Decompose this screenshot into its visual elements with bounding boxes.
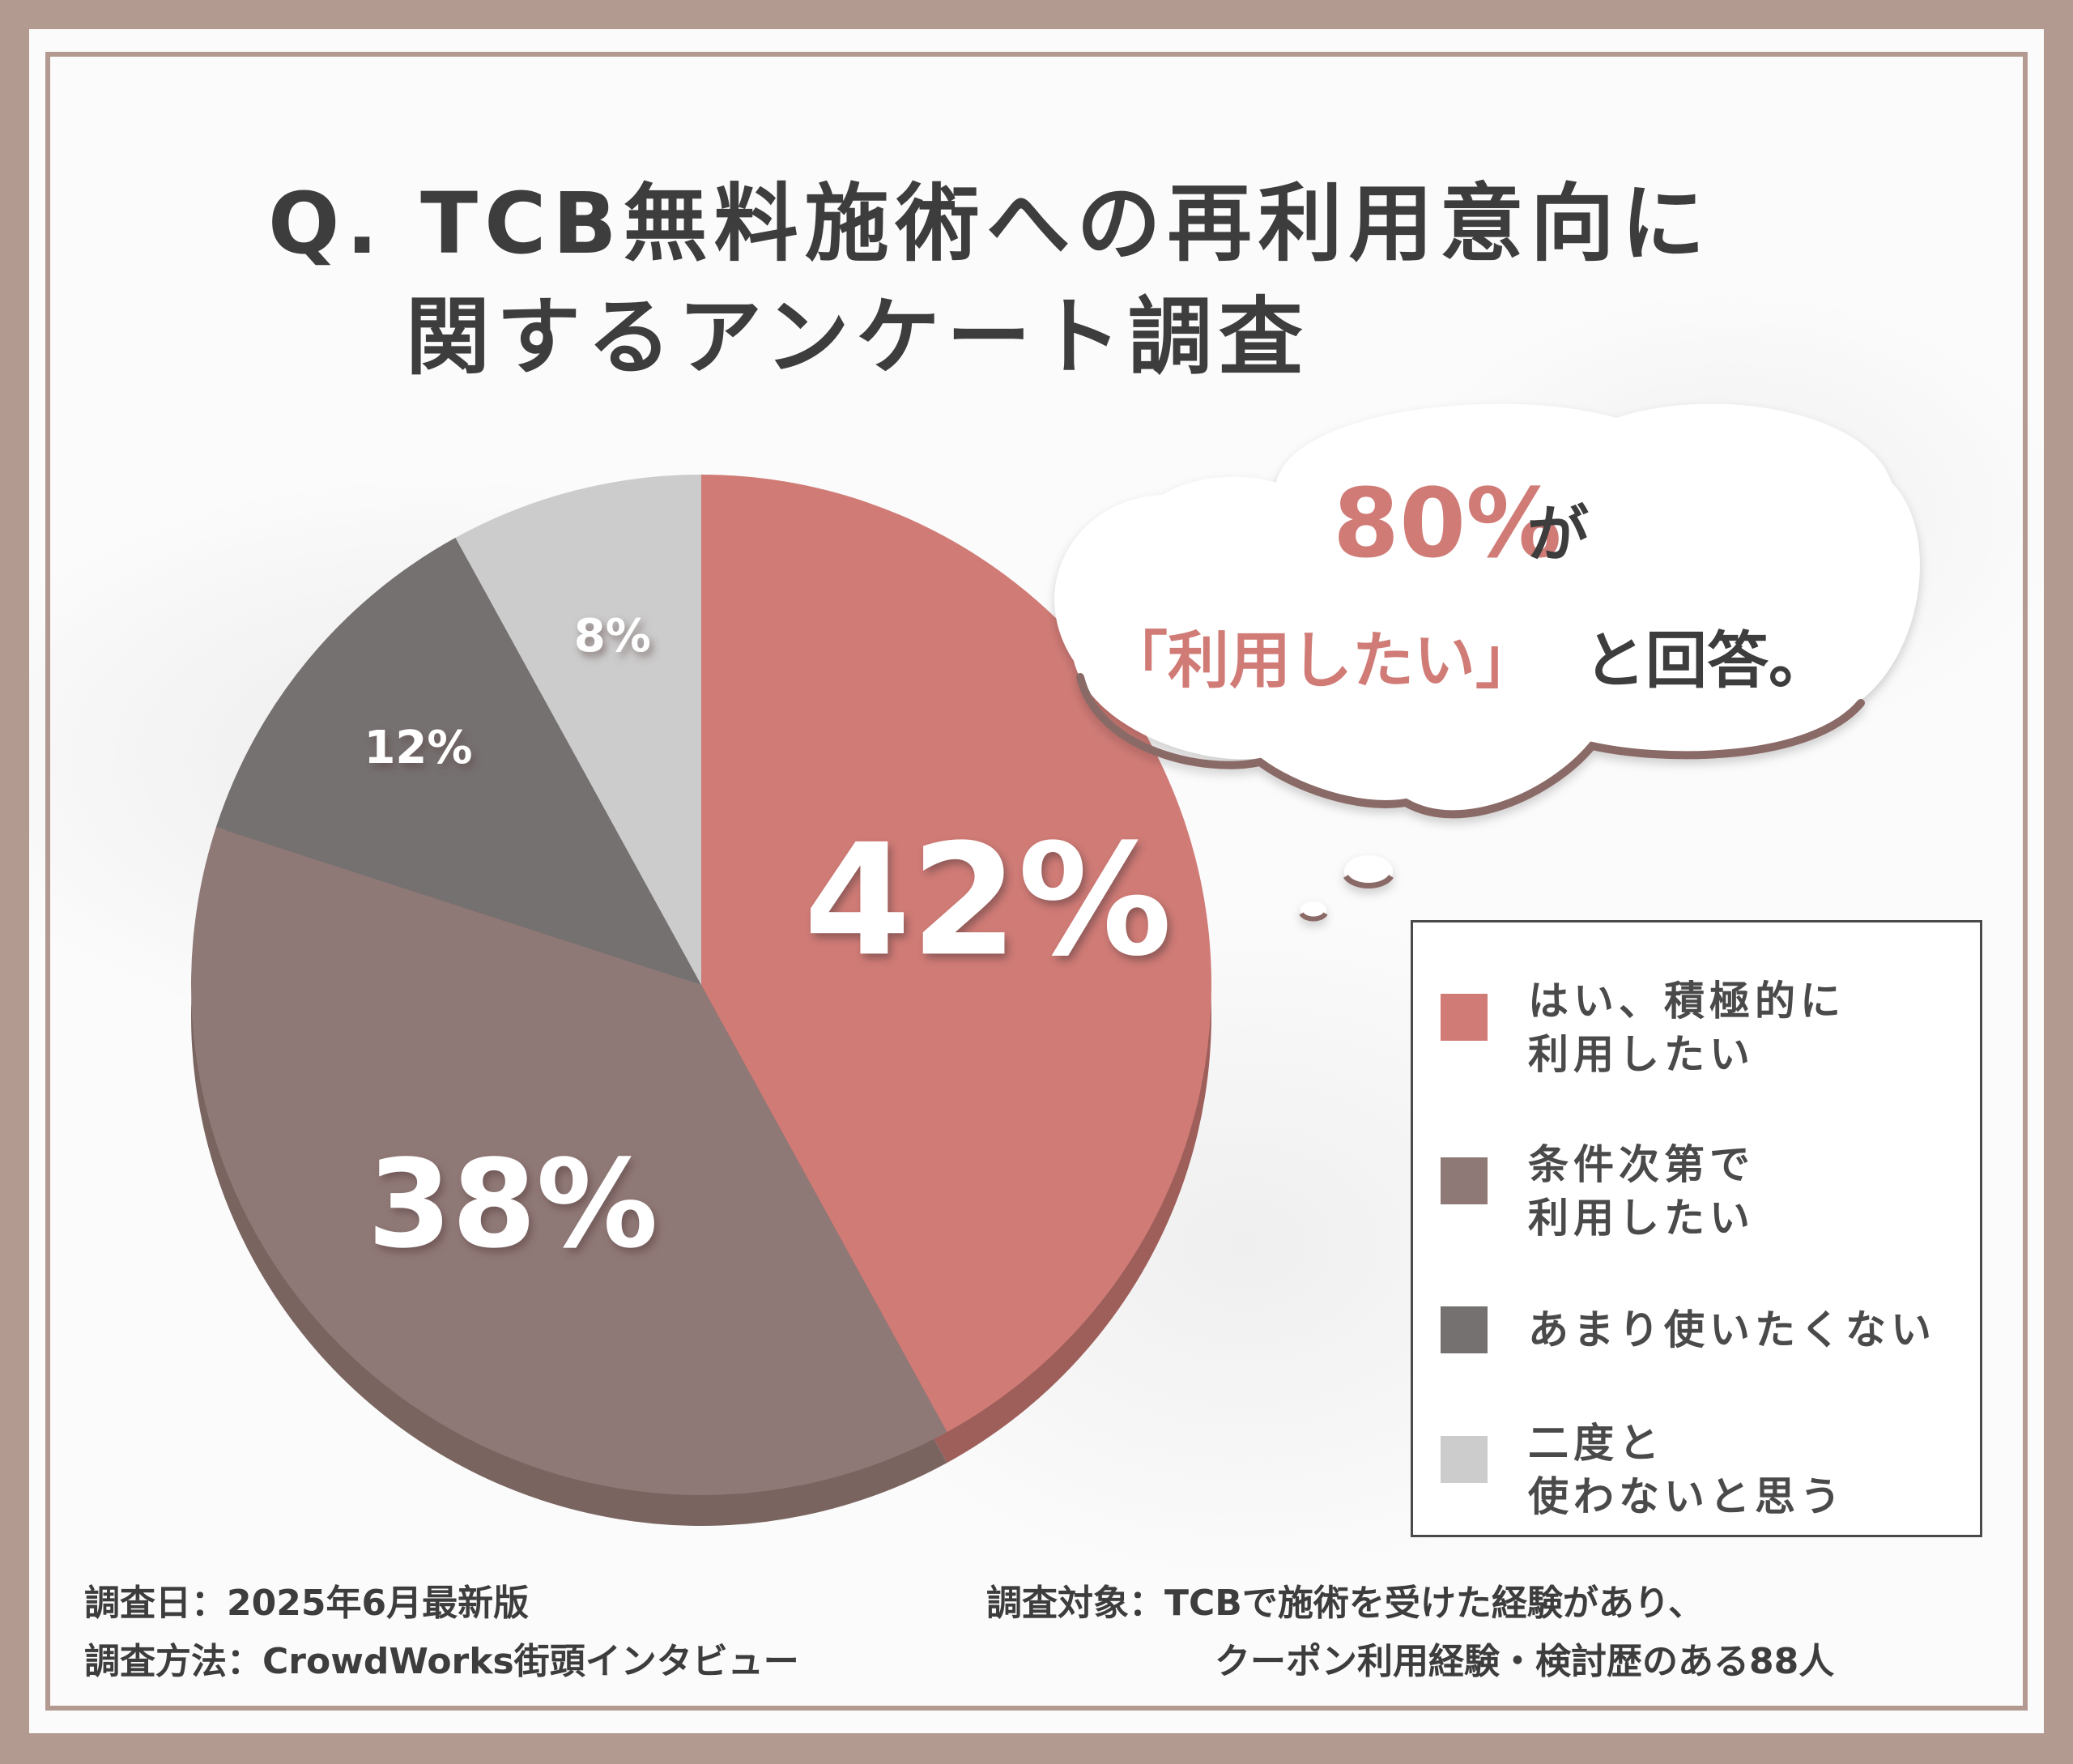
legend-label-4-line-1: 二度と: [1528, 1420, 1664, 1467]
footer-method: 調査方法：CrowdWorks街頭インタビュー: [84, 1641, 799, 1682]
legend-label-3: あまり使いたくない: [1528, 1303, 1981, 1357]
thought-bubble-rim: [1076, 673, 1865, 819]
bubble-rest: と回答。: [1584, 624, 1830, 697]
legend: はい、積極的に 利用したい 条件次第で 利用したい あまり使いたくない 二度と …: [1411, 920, 1982, 1537]
title-line-1: Q. TCB無料施術への再利用意向に: [268, 174, 1712, 273]
pie-labels: 42% 38% 12% 8%: [364, 610, 1172, 1276]
pie-label-2: 38%: [368, 1135, 658, 1276]
footer-target-line-1: 調査対象：TCBで施術を受けた経験があり、: [986, 1583, 1705, 1624]
footer-survey-info: 調査日：2025年6月最新版 調査方法：CrowdWorks街頭インタビュー: [84, 1574, 799, 1691]
pie-slice-2: [191, 827, 947, 1496]
bubble-percent: 80%: [1333, 467, 1562, 579]
survey-card: Q. TCB無料施術への再利用意向に 関するアンケート調査 42% 38% 12% 8…: [29, 29, 2044, 1733]
legend-label-2-line-2: 利用したい: [1528, 1195, 1755, 1242]
pie-slice-1: [701, 475, 1211, 1433]
footer-target-info: 調査対象：TCBで施術を受けた経験があり、 クーポン利用経験・検討歴のある88人: [986, 1574, 1834, 1691]
legend-label-4-line-2: 使わないと思う: [1528, 1473, 1845, 1520]
legend-swatch-2: [1441, 1157, 1488, 1204]
legend-label-4: 二度と 使わないと思う: [1528, 1417, 1981, 1523]
footer-date: 調査日：2025年6月最新版: [84, 1583, 530, 1624]
inner-frame: [45, 52, 2028, 1711]
legend-label-2: 条件次第で 利用したい: [1528, 1138, 1981, 1245]
title-line-2: 関するアンケート調査: [406, 288, 1309, 386]
thought-bubble: [1054, 403, 1920, 922]
legend-swatch-3: [1441, 1306, 1488, 1353]
pie-label-3: 12%: [364, 722, 472, 774]
thought-dot-small: [1300, 901, 1326, 919]
legend-label-1-line-1: はい、積極的に: [1528, 978, 1845, 1025]
legend-label-2-line-1: 条件次第で: [1528, 1141, 1755, 1188]
pie-slice-4: [455, 475, 701, 985]
legend-swatch-4: [1441, 1436, 1488, 1483]
bubble-particle: が: [1527, 498, 1589, 570]
pie-label-1: 42%: [804, 811, 1173, 990]
pie-slice-3: [215, 537, 701, 985]
legend-swatch-1: [1441, 994, 1488, 1041]
legend-label-3-line-1: あまり使いたくない: [1528, 1306, 1936, 1353]
bubble-quote: 「利用したい」: [1106, 624, 1537, 697]
legend-label-1-line-2: 利用したい: [1528, 1031, 1755, 1078]
pie-chart: 42% 38% 12% 8%: [191, 403, 1920, 1527]
footer-target-line-2: クーポン利用経験・検討歴のある88人: [1215, 1641, 1835, 1682]
thought-dot-small-rim: [1299, 912, 1328, 922]
pie-slices: [191, 475, 1211, 1496]
legend-label-1: はい、積極的に 利用したい: [1528, 974, 1981, 1081]
pie-label-4: 8%: [574, 610, 651, 663]
thought-dot-large: [1344, 855, 1393, 888]
thought-bubble-shape: [1054, 403, 1920, 811]
thought-dot-large-rim: [1343, 874, 1394, 889]
